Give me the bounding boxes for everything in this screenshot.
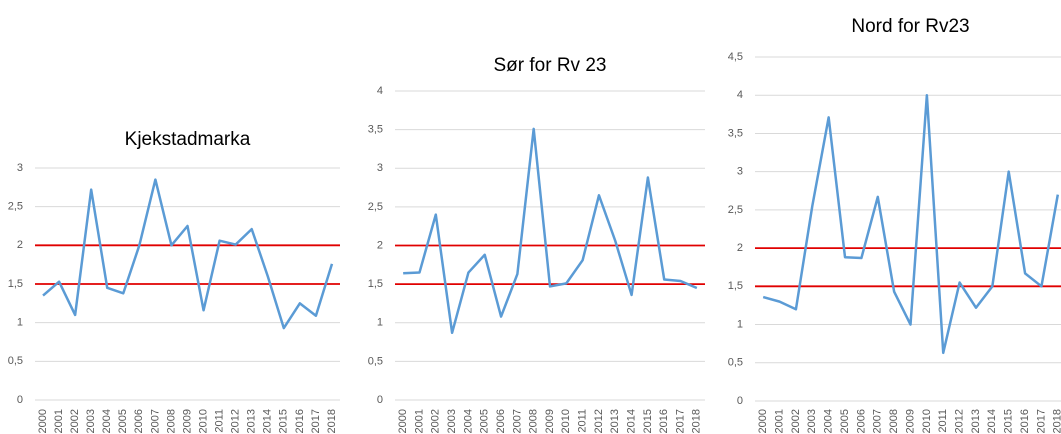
x-tick-label: 2000	[757, 409, 769, 433]
x-tick-label: 2008	[888, 409, 900, 433]
x-tick-label: 2012	[593, 409, 605, 433]
chart-title: Kjekstadmarka	[125, 129, 251, 150]
y-tick-label: 1,5	[368, 278, 383, 290]
y-tick-label: 1	[17, 317, 23, 329]
x-tick-label: 2000	[397, 409, 409, 433]
data-line	[403, 127, 698, 335]
x-tick-label: 2011	[577, 409, 589, 433]
y-tick-label: 2,5	[728, 204, 743, 216]
x-tick-label: 2014	[262, 409, 274, 433]
x-tick-label: 2000	[37, 409, 49, 433]
y-tick-label: 4	[377, 85, 383, 97]
x-tick-label: 2003	[446, 409, 458, 433]
y-tick-label: 2	[377, 239, 383, 251]
y-tick-label: 0,5	[728, 357, 743, 369]
y-tick-label: 1	[737, 318, 743, 330]
x-tick-label: 2012	[230, 409, 242, 433]
y-tick-label: 0	[377, 394, 383, 406]
x-tick-label: 2004	[462, 409, 474, 433]
x-tick-label: 2001	[413, 409, 425, 433]
x-tick-label: 2011	[214, 409, 226, 433]
y-tick-label: 1	[377, 317, 383, 329]
x-tick-label: 2012	[954, 409, 966, 433]
y-tick-label: 2	[737, 242, 743, 254]
x-tick-label: 2015	[642, 409, 654, 433]
x-tick-label: 2002	[430, 409, 442, 433]
chart-title: Nord for Rv23	[851, 16, 969, 37]
data-line	[42, 178, 334, 330]
y-tick-label: 3,5	[368, 124, 383, 136]
x-tick-label: 2003	[806, 409, 818, 433]
x-tick-label: 2002	[69, 409, 81, 433]
x-tick-label: 2018	[691, 409, 703, 433]
x-tick-label: 2017	[310, 409, 322, 433]
x-tick-label: 2010	[560, 409, 572, 433]
y-tick-label: 2,5	[8, 201, 23, 213]
x-tick-label: 2010	[197, 409, 209, 433]
y-tick-label: 0	[17, 394, 23, 406]
x-tick-label: 2005	[117, 409, 129, 433]
x-tick-label: 2013	[970, 409, 982, 433]
x-tick-label: 2009	[181, 409, 193, 433]
x-tick-label: 2006	[495, 409, 507, 433]
x-tick-label: 2014	[625, 409, 637, 433]
y-tick-label: 2	[17, 239, 23, 251]
x-tick-label: 2018	[1052, 409, 1061, 433]
x-tick-label: 2006	[855, 409, 867, 433]
x-tick-label: 2013	[609, 409, 621, 433]
x-tick-label: 2011	[937, 409, 949, 433]
x-tick-label: 2004	[101, 409, 113, 433]
x-tick-label: 2017	[674, 409, 686, 433]
x-tick-label: 2015	[1003, 409, 1015, 433]
chart-title: Sør for Rv 23	[494, 55, 607, 76]
x-tick-label: 2014	[986, 409, 998, 433]
x-tick-label: 2008	[528, 409, 540, 433]
x-tick-label: 2016	[658, 409, 670, 433]
x-tick-label: 2013	[246, 409, 258, 433]
x-tick-label: 2015	[278, 409, 290, 433]
y-tick-label: 1,5	[8, 278, 23, 290]
x-tick-label: 2007	[872, 409, 884, 433]
y-tick-label: 0,5	[368, 355, 383, 367]
x-tick-label: 2004	[823, 409, 835, 433]
x-tick-label: 2007	[149, 409, 161, 433]
y-tick-label: 3	[737, 166, 743, 178]
x-tick-label: 2002	[790, 409, 802, 433]
y-tick-label: 1,5	[728, 280, 743, 292]
x-tick-label: 2009	[904, 409, 916, 433]
x-tick-label: 2016	[294, 409, 306, 433]
x-tick-label: 2016	[1019, 409, 1031, 433]
x-tick-label: 2006	[133, 409, 145, 433]
x-tick-label: 2009	[544, 409, 556, 433]
x-tick-label: 2018	[326, 409, 338, 433]
y-tick-label: 4,5	[728, 51, 743, 63]
x-tick-label: 2010	[921, 409, 933, 433]
y-tick-label: 3	[377, 162, 383, 174]
data-line	[762, 93, 1060, 355]
x-tick-label: 2005	[839, 409, 851, 433]
y-tick-label: 2,5	[368, 201, 383, 213]
x-tick-label: 2005	[479, 409, 491, 433]
y-tick-label: 4	[737, 89, 743, 101]
y-tick-label: 0,5	[8, 355, 23, 367]
x-tick-label: 2001	[53, 409, 65, 433]
x-tick-label: 2007	[511, 409, 523, 433]
x-tick-label: 2008	[165, 409, 177, 433]
x-tick-label: 2017	[1035, 409, 1047, 433]
x-tick-label: 2001	[773, 409, 785, 433]
y-tick-label: 3,5	[728, 127, 743, 139]
x-tick-label: 2003	[85, 409, 97, 433]
y-tick-label: 3	[17, 162, 23, 174]
y-tick-label: 0	[737, 395, 743, 407]
